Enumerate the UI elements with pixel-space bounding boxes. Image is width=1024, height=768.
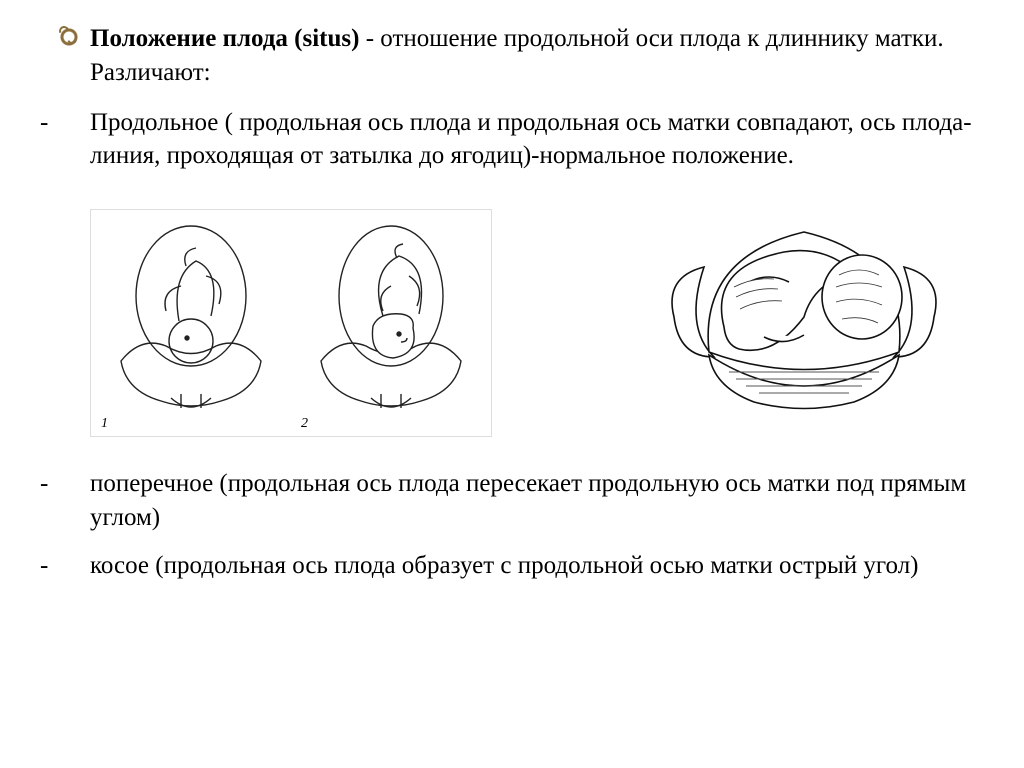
figure-label-1: 1 bbox=[101, 416, 108, 432]
list-item-2: поперечное (продольная ось плода пересек… bbox=[60, 467, 984, 535]
list-item-1: Продольное ( продольная ось плода и прод… bbox=[60, 106, 984, 174]
heading-bold: Положение плода (situs) bbox=[90, 25, 359, 52]
fetus-diagram-2 bbox=[301, 216, 481, 416]
figure-label-2: 2 bbox=[301, 416, 308, 432]
list-item-2-text: поперечное (продольная ось плода пересек… bbox=[90, 470, 966, 531]
figure-transverse bbox=[654, 187, 954, 437]
list-item-1-text: Продольное ( продольная ось плода и прод… bbox=[90, 109, 972, 170]
list-item-3-text: косое (продольная ось плода образует с п… bbox=[90, 552, 919, 579]
figure-pair-longitudinal: 1 bbox=[90, 209, 492, 437]
heading-item: Положение плода (situs) - отношение прод… bbox=[60, 22, 984, 90]
list-item-3: косое (продольная ось плода образует с п… bbox=[60, 549, 984, 583]
fetus-diagram-1 bbox=[101, 216, 281, 416]
figures-row: 1 bbox=[60, 187, 984, 437]
